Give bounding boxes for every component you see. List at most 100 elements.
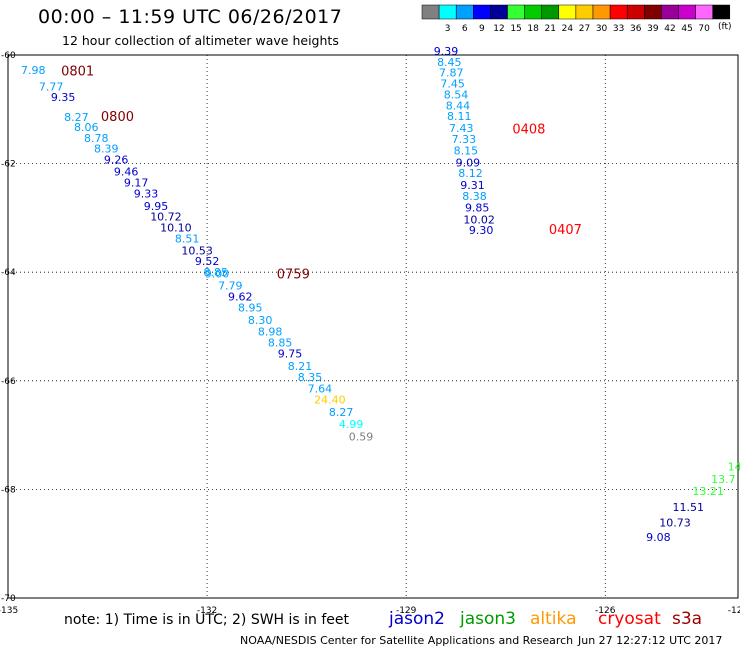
wave-height-label: 7.64: [308, 383, 333, 396]
chart-title: 00:00 – 11:59 UTC 06/26/2017: [38, 6, 343, 28]
y-tick-label: -64: [1, 268, 16, 278]
colorbar-tick-label: 45: [681, 24, 692, 34]
x-tick-label: -135: [0, 606, 18, 616]
colorbar-swatch: [712, 4, 731, 20]
satellite-altika-label: altika: [530, 609, 577, 629]
wave-height-label: 7.43: [449, 122, 474, 135]
wave-height-label: 10.02: [463, 213, 495, 226]
wave-height-label: 9.00: [205, 268, 230, 281]
chart-subtitle: 12 hour collection of altimeter wave hei…: [62, 33, 339, 48]
satellite-cryosat-label: cryosat: [598, 609, 661, 629]
colorbar-unit: (ft): [718, 22, 732, 32]
wave-height-label: 8.15: [454, 144, 479, 157]
pass-time-label: 0407: [549, 223, 582, 238]
credit-organization: NOAA/NESDIS Center for Satellite Applica…: [240, 634, 574, 647]
y-tick-label: -68: [1, 485, 16, 495]
wave-height-label: 9.33: [134, 187, 159, 200]
colorbar-tick-label: 3: [445, 24, 451, 34]
wave-height-label: 13.21: [692, 485, 724, 498]
credit-timestamp: Jun 27 12:27:12 UTC 2017: [578, 634, 723, 647]
y-tick-label: -70: [1, 594, 16, 604]
wave-height-label: 7.45: [440, 78, 465, 91]
wave-height-label: 8.06: [74, 121, 99, 134]
wave-height-label: 8.30: [248, 314, 273, 327]
pass-time-label: 0801: [61, 65, 94, 80]
wave-height-label: 9.35: [51, 91, 76, 104]
wave-height-label: 9.30: [469, 224, 494, 237]
wave-height-label: 7.98: [21, 64, 46, 77]
wave-height-label: 8.44: [446, 99, 471, 112]
wave-height-label: 9.46: [114, 166, 139, 179]
colorbar-tick-label: 33: [613, 24, 624, 34]
wave-height-label: 0.59: [349, 431, 374, 444]
wave-height-label: 24.40: [314, 394, 346, 407]
wave-height-label: 8.45: [437, 56, 462, 69]
wave-height-label: 9.85: [465, 201, 490, 214]
y-tick-label: -60: [1, 51, 16, 61]
wave-height-label: 9.39: [434, 45, 459, 58]
wave-height-label: 8.54: [444, 88, 469, 101]
wave-height-label: 9.52: [195, 255, 220, 268]
plot-frame: [7, 54, 739, 599]
x-tick-label: -132: [197, 606, 217, 616]
y-tick-label: -66: [1, 377, 16, 387]
wave-height-label: 8.11: [447, 110, 472, 123]
colorbar-tick-label: 6: [462, 24, 468, 34]
footnote: note: 1) Time is in UTC; 2) SWH is in fe…: [64, 612, 350, 628]
wave-height-label: 8.95: [238, 301, 263, 314]
wave-height-label: 7.33: [452, 133, 477, 146]
wave-height-label: 8.85: [268, 337, 293, 350]
wave-height-label: 9.08: [646, 531, 671, 544]
wave-height-label: 9.75: [278, 347, 303, 360]
wave-height-label: 8.21: [288, 360, 313, 373]
satellite-jason2-label: jason2: [389, 609, 445, 629]
wave-height-label: 8.38: [462, 190, 487, 203]
satellite-jason3-label: jason3: [460, 609, 516, 629]
wave-height-label: 8.78: [84, 132, 109, 145]
wave-height-label: 9.09: [456, 156, 481, 169]
wave-height-label: 10.73: [659, 516, 691, 529]
x-tick-label: -129: [396, 606, 417, 616]
pass-time-label: 0408: [512, 123, 545, 138]
wave-height-label: 8.27: [329, 406, 354, 419]
wave-height-label: 9.95: [144, 200, 169, 213]
wave-height-label: 8.98: [258, 326, 283, 339]
wave-height-label: 7.87: [439, 67, 464, 80]
wave-height-label: 9.26: [104, 154, 129, 167]
pass-time-label: 0759: [277, 268, 310, 283]
wave-height-label: 8.39: [94, 143, 119, 156]
wave-height-label: 10.10: [160, 221, 192, 234]
wave-height-label: 7.79: [218, 280, 243, 293]
colorbar-tick-label: 12: [493, 24, 504, 34]
colorbar-tick-label: 39: [647, 24, 659, 34]
wave-height-label: 8.85: [203, 266, 228, 279]
wave-height-label: 4.99: [339, 418, 364, 431]
wave-height-label: 8.51: [175, 232, 200, 245]
colorbar-tick-label: 15: [510, 24, 521, 34]
colorbar-tick-label: 18: [527, 24, 539, 34]
wave-height-label: 10.72: [150, 211, 182, 224]
colorbar-tick-label: 9: [479, 24, 485, 34]
wave-height-label: 9.17: [124, 176, 149, 189]
wave-height-label: 8.35: [298, 371, 323, 384]
colorbar-tick-label: 21: [545, 24, 556, 34]
colorbar-tick-label: 24: [562, 24, 574, 34]
wave-height-label: 9.62: [228, 290, 253, 303]
y-tick-label: -62: [1, 160, 16, 170]
wave-height-label: 9.31: [460, 179, 485, 192]
wave-height-label: 13.7: [711, 473, 736, 486]
wave-height-label: 8.12: [458, 167, 483, 180]
pass-time-label: 0800: [101, 110, 134, 125]
x-tick-label: -126: [595, 606, 616, 616]
wave-height-label: 11.51: [672, 501, 704, 514]
satellite-s3a-label: s3a: [672, 609, 703, 629]
wave-height-label: 14: [728, 460, 740, 473]
colorbar-tick-label: 42: [664, 24, 675, 34]
colorbar-tick-label: 27: [579, 24, 590, 34]
x-tick-label: -124: [728, 606, 740, 616]
wave-height-label: 8.27: [64, 111, 89, 124]
wave-height-label: 10.53: [181, 244, 213, 257]
colorbar-legend: 3 6 9 12 15 18 21 24 27 30 33 36 39 42 45 70: [421, 4, 731, 34]
